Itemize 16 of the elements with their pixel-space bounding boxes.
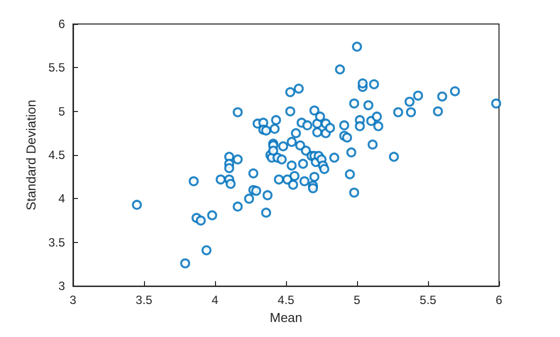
x-tick-label: 4 bbox=[212, 293, 219, 308]
y-tick-label: 3 bbox=[58, 279, 66, 294]
y-tick-label: 5 bbox=[58, 104, 66, 118]
x-tick-label: 4.5 bbox=[278, 293, 295, 308]
x-tick-label: 5 bbox=[354, 293, 361, 308]
x-axis-title: Mean bbox=[270, 310, 302, 325]
y-tick-label: 4.5 bbox=[48, 148, 66, 162]
y-tick-label: 6 bbox=[58, 17, 66, 31]
x-tick-label: 5.5 bbox=[420, 293, 437, 308]
x-tick-label: 6 bbox=[496, 293, 503, 308]
x-tick-label: 3.5 bbox=[136, 293, 153, 308]
y-tick-label: 4 bbox=[58, 192, 66, 206]
y-tick-label: 5.5 bbox=[48, 60, 66, 75]
y-tick-label: 3.5 bbox=[48, 235, 66, 250]
y-axis-title: Standard Deviation bbox=[23, 100, 38, 210]
x-tick-label: 3 bbox=[70, 293, 77, 308]
